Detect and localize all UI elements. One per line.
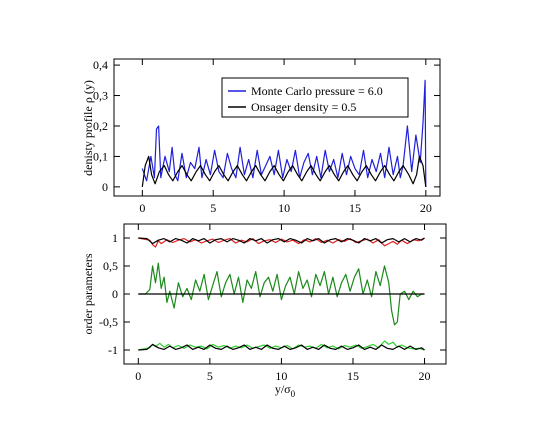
order-y-tick-label: -0,5: [99, 315, 118, 329]
density-y-tick-label: 0: [102, 180, 108, 194]
x-axis-label-main: y/σ: [275, 382, 291, 396]
order-parameters-panel: 0 5 10 15 20 -1 -0,5 0 0,5 1 order parameters y/σ…: [81, 223, 447, 399]
legend: Monte Carlo pressure = 6.0 Onsager densi…: [221, 77, 409, 118]
order-series-line-0: [138, 237, 425, 248]
density-profile-panel: 0 5 10 15 20 0 0,1 0,2 0,3 0,4 denisty profile ρ …: [81, 58, 441, 215]
density-y-tick-label: 0,1: [93, 149, 108, 163]
order-y-tick-label: 1: [112, 231, 118, 245]
order-parameters-y-axis-label: order parameters: [81, 253, 95, 334]
order-x-tick-label: 20: [419, 369, 431, 383]
x-axis-label-subscript: 0: [291, 389, 296, 399]
density-plot-frame: [113, 58, 441, 197]
legend-box: [221, 77, 409, 118]
density-series-group: [141, 79, 427, 187]
order-y-tick-label: -1: [108, 343, 118, 357]
density-x-tick-label: 10: [278, 201, 290, 215]
density-series-line-1: [141, 155, 427, 187]
order-x-tick-label: 5: [207, 369, 213, 383]
order-series-line-2: [138, 262, 425, 326]
density-x-tick-label: 0: [139, 201, 145, 215]
order-series-line-5: [138, 343, 425, 351]
density-x-tick-label: 20: [420, 201, 432, 215]
order-series-line-1: [138, 237, 425, 245]
order-y-tick-label: 0,5: [103, 259, 118, 273]
density-x-tick-label: 15: [349, 201, 361, 215]
order-y-tick-label: 0: [112, 287, 118, 301]
order-parameters-series-group: [138, 237, 425, 351]
legend-label-monte-carlo: Monte Carlo pressure = 6.0: [251, 84, 383, 98]
order-x-tick-label: 10: [275, 369, 287, 383]
order-x-tick-label: 15: [347, 369, 359, 383]
legend-label-onsager: Onsager density = 0.5: [251, 100, 356, 114]
order-parameters-axis-ticks: 0 5 10 15 20 -1 -0,5 0 0,5 1: [99, 224, 446, 383]
density-y-tick-label: 0,2: [93, 119, 108, 133]
density-y-tick-label: 0,4: [93, 58, 108, 72]
x-axis-label: y/σ0: [275, 382, 296, 399]
order-x-tick-label: 0: [135, 369, 141, 383]
density-axis-ticks: 0 5 10 15 20 0 0,1 0,2 0,3 0,4: [93, 58, 440, 215]
density-series-line-0: [141, 79, 427, 187]
density-x-tick-label: 5: [210, 201, 216, 215]
density-y-axis-label: denisty profile ρ (y): [81, 80, 95, 176]
density-y-tick-label: 0,3: [93, 89, 108, 103]
